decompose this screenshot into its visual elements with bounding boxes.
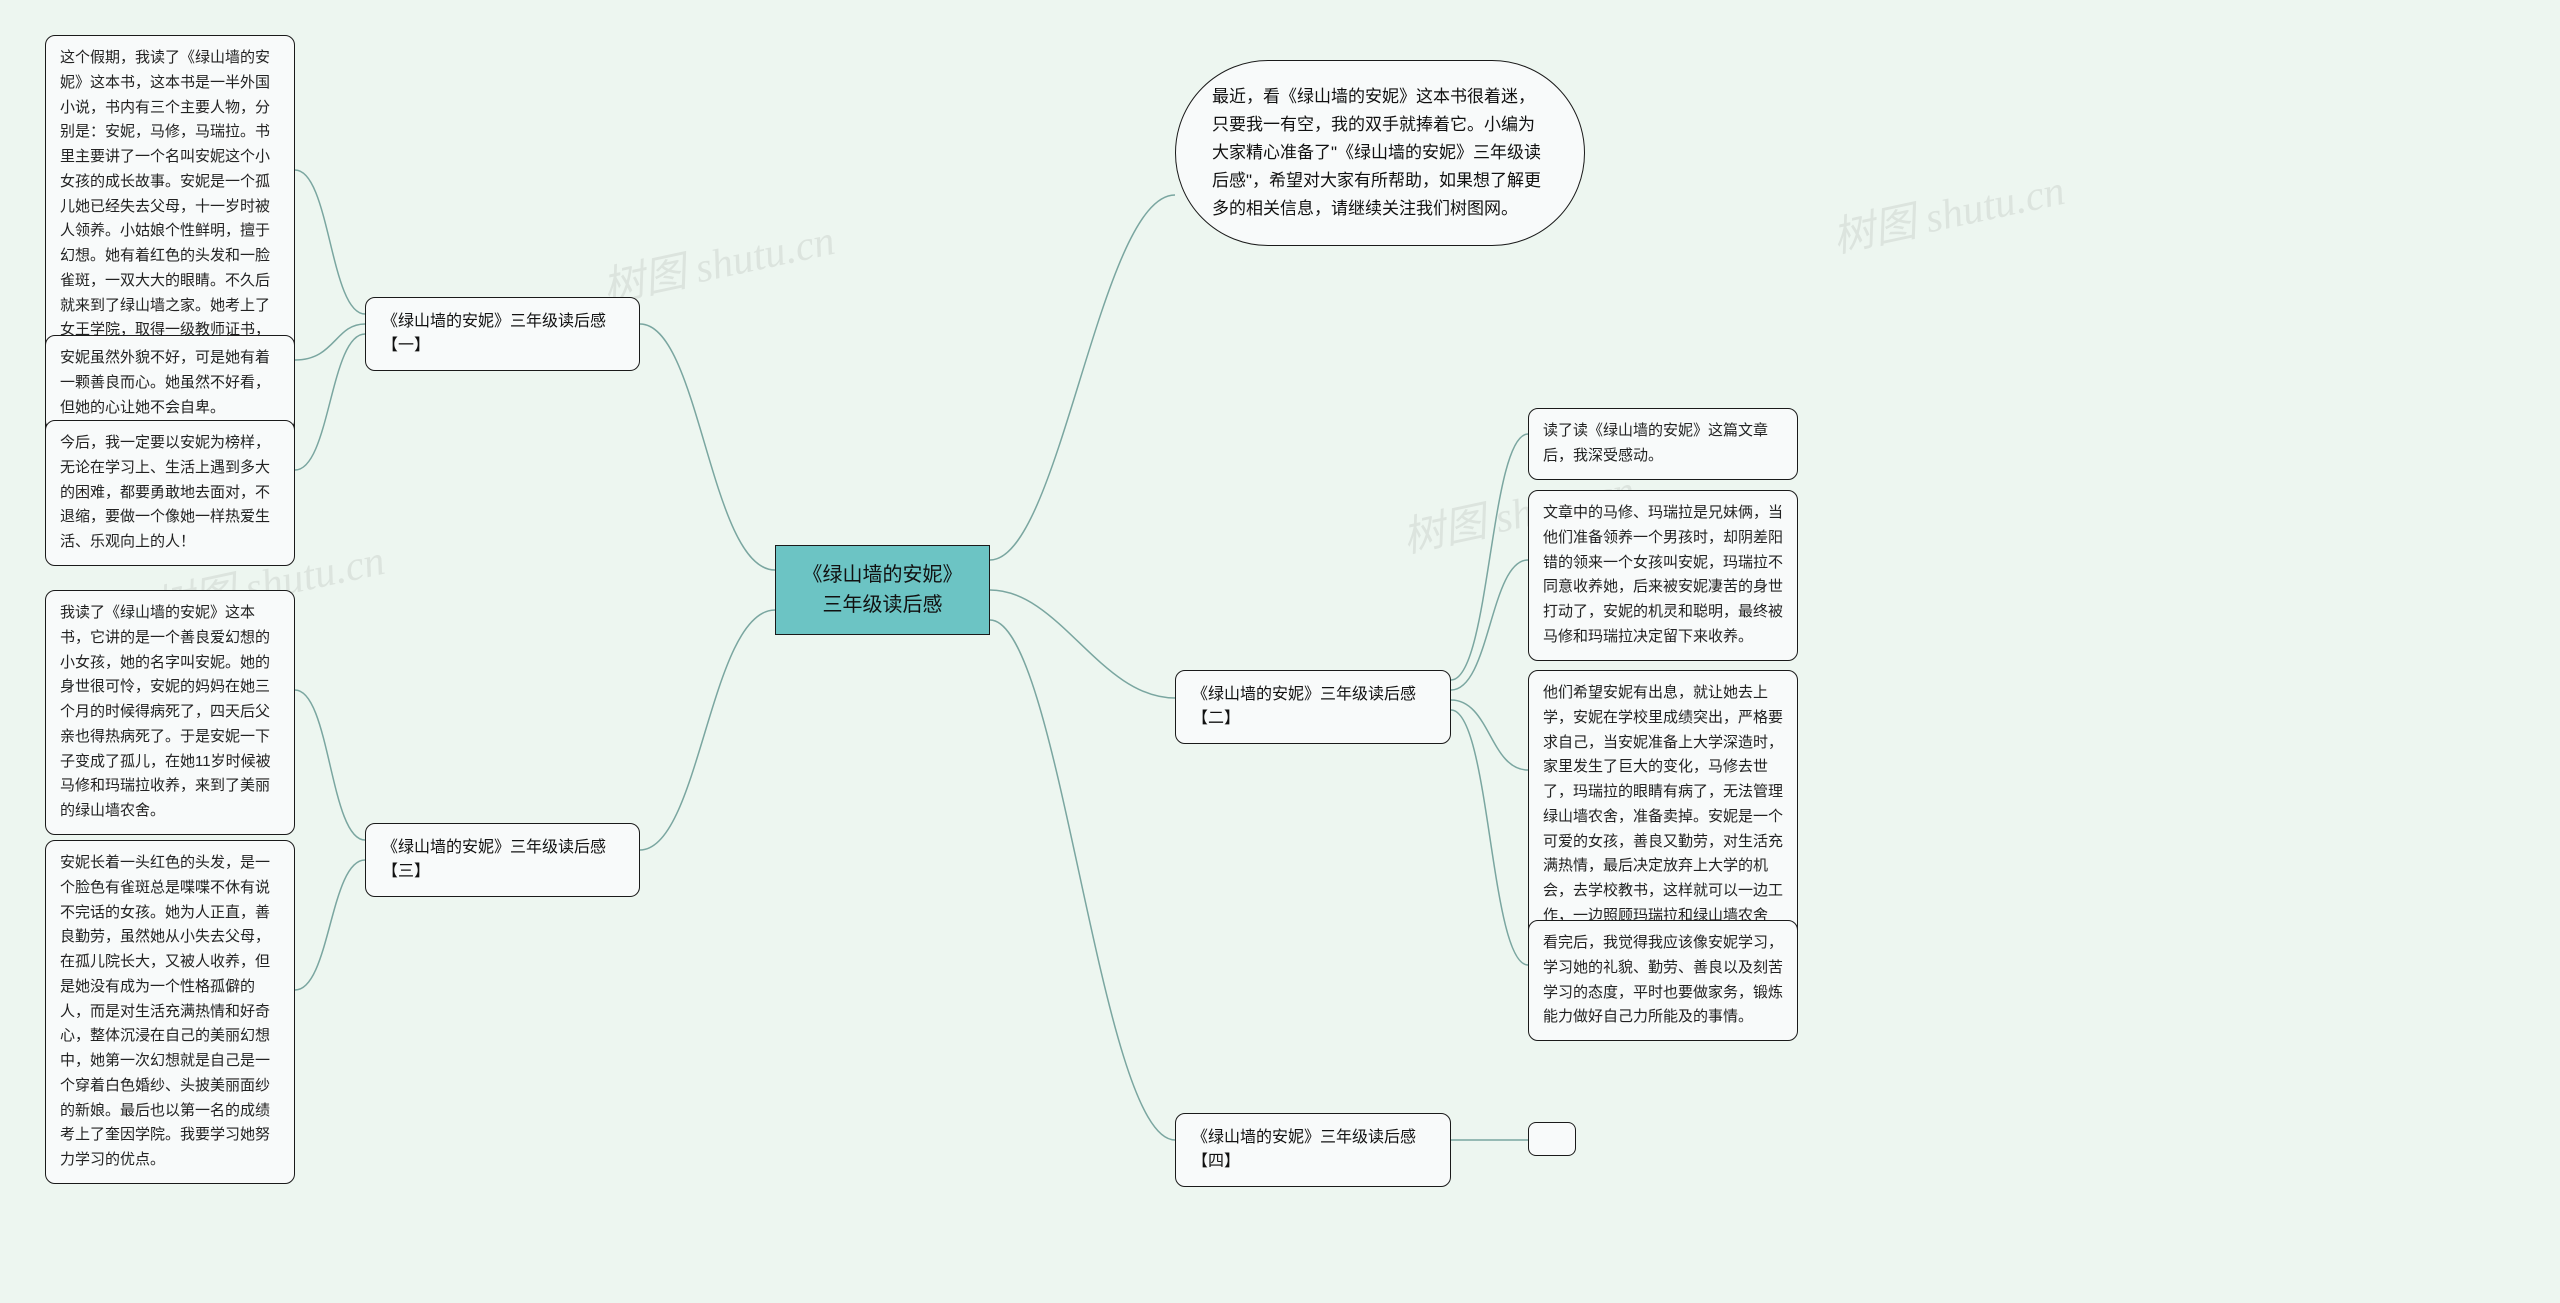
center-node: 《绿山墙的安妮》三年级读后感 xyxy=(775,545,990,635)
leaf-text: 今后，我一定要以安妮为榜样，无论在学习上、生活上遇到多大的困难，都要勇敢地去面对… xyxy=(60,434,270,550)
section-title: 《绿山墙的安妮》三年级读后感【一】 xyxy=(382,313,606,354)
leaf-text: 看完后，我觉得我应该像安妮学习，学习她的礼貌、勤劳、善良以及刻苦学习的态度，平时… xyxy=(1543,934,1783,1025)
section-node-3: 《绿山墙的安妮》三年级读后感【三】 xyxy=(365,823,640,897)
section-title: 《绿山墙的安妮》三年级读后感【四】 xyxy=(1192,1129,1416,1170)
leaf-node: 安妮长着一头红色的头发，是一个脸色有雀斑总是喋喋不休有说不完话的女孩。她为人正直… xyxy=(45,840,295,1184)
leaf-text: 读了读《绿山墙的安妮》这篇文章后，我深受感动。 xyxy=(1543,422,1768,464)
section-node-2: 《绿山墙的安妮》三年级读后感【二】 xyxy=(1175,670,1451,744)
center-title: 《绿山墙的安妮》三年级读后感 xyxy=(800,560,965,620)
leaf-node: 今后，我一定要以安妮为榜样，无论在学习上、生活上遇到多大的困难，都要勇敢地去面对… xyxy=(45,420,295,566)
leaf-text: 安妮长着一头红色的头发，是一个脸色有雀斑总是喋喋不休有说不完话的女孩。她为人正直… xyxy=(60,854,270,1168)
empty-leaf xyxy=(1528,1122,1576,1156)
section-node-1: 《绿山墙的安妮》三年级读后感【一】 xyxy=(365,297,640,371)
leaf-node: 文章中的马修、玛瑞拉是兄妹俩，当他们准备领养一个男孩时，却阴差阳错的领来一个女孩… xyxy=(1528,490,1798,661)
leaf-text: 我读了《绿山墙的安妮》这本书，它讲的是一个善良爱幻想的小女孩，她的名字叫安妮。她… xyxy=(60,604,271,819)
leaf-text: 他们希望安妮有出息，就让她去上学，安妮在学校里成绩突出，严格要求自己，当安妮准备… xyxy=(1543,684,1783,949)
section-title: 《绿山墙的安妮》三年级读后感【三】 xyxy=(382,839,606,880)
leaf-text: 安妮虽然外貌不好，可是她有着一颗善良而心。她虽然不好看，但她的心让她不会自卑。 xyxy=(60,349,270,416)
section-node-4: 《绿山墙的安妮》三年级读后感【四】 xyxy=(1175,1113,1451,1187)
leaf-node: 看完后，我觉得我应该像安妮学习，学习她的礼貌、勤劳、善良以及刻苦学习的态度，平时… xyxy=(1528,920,1798,1041)
watermark: 树图 shutu.cn xyxy=(1826,156,2069,265)
intro-text: 最近，看《绿山墙的安妮》这本书很着迷，只要我一有空，我的双手就捧着它。小编为大家… xyxy=(1212,87,1541,218)
leaf-node: 读了读《绿山墙的安妮》这篇文章后，我深受感动。 xyxy=(1528,408,1798,480)
intro-pill: 最近，看《绿山墙的安妮》这本书很着迷，只要我一有空，我的双手就捧着它。小编为大家… xyxy=(1175,60,1585,246)
leaf-text: 文章中的马修、玛瑞拉是兄妹俩，当他们准备领养一个男孩时，却阴差阳错的领来一个女孩… xyxy=(1543,504,1783,645)
section-title: 《绿山墙的安妮》三年级读后感【二】 xyxy=(1192,686,1416,727)
leaf-node: 我读了《绿山墙的安妮》这本书，它讲的是一个善良爱幻想的小女孩，她的名字叫安妮。她… xyxy=(45,590,295,835)
leaf-node: 安妮虽然外貌不好，可是她有着一颗善良而心。她虽然不好看，但她的心让她不会自卑。 xyxy=(45,335,295,431)
